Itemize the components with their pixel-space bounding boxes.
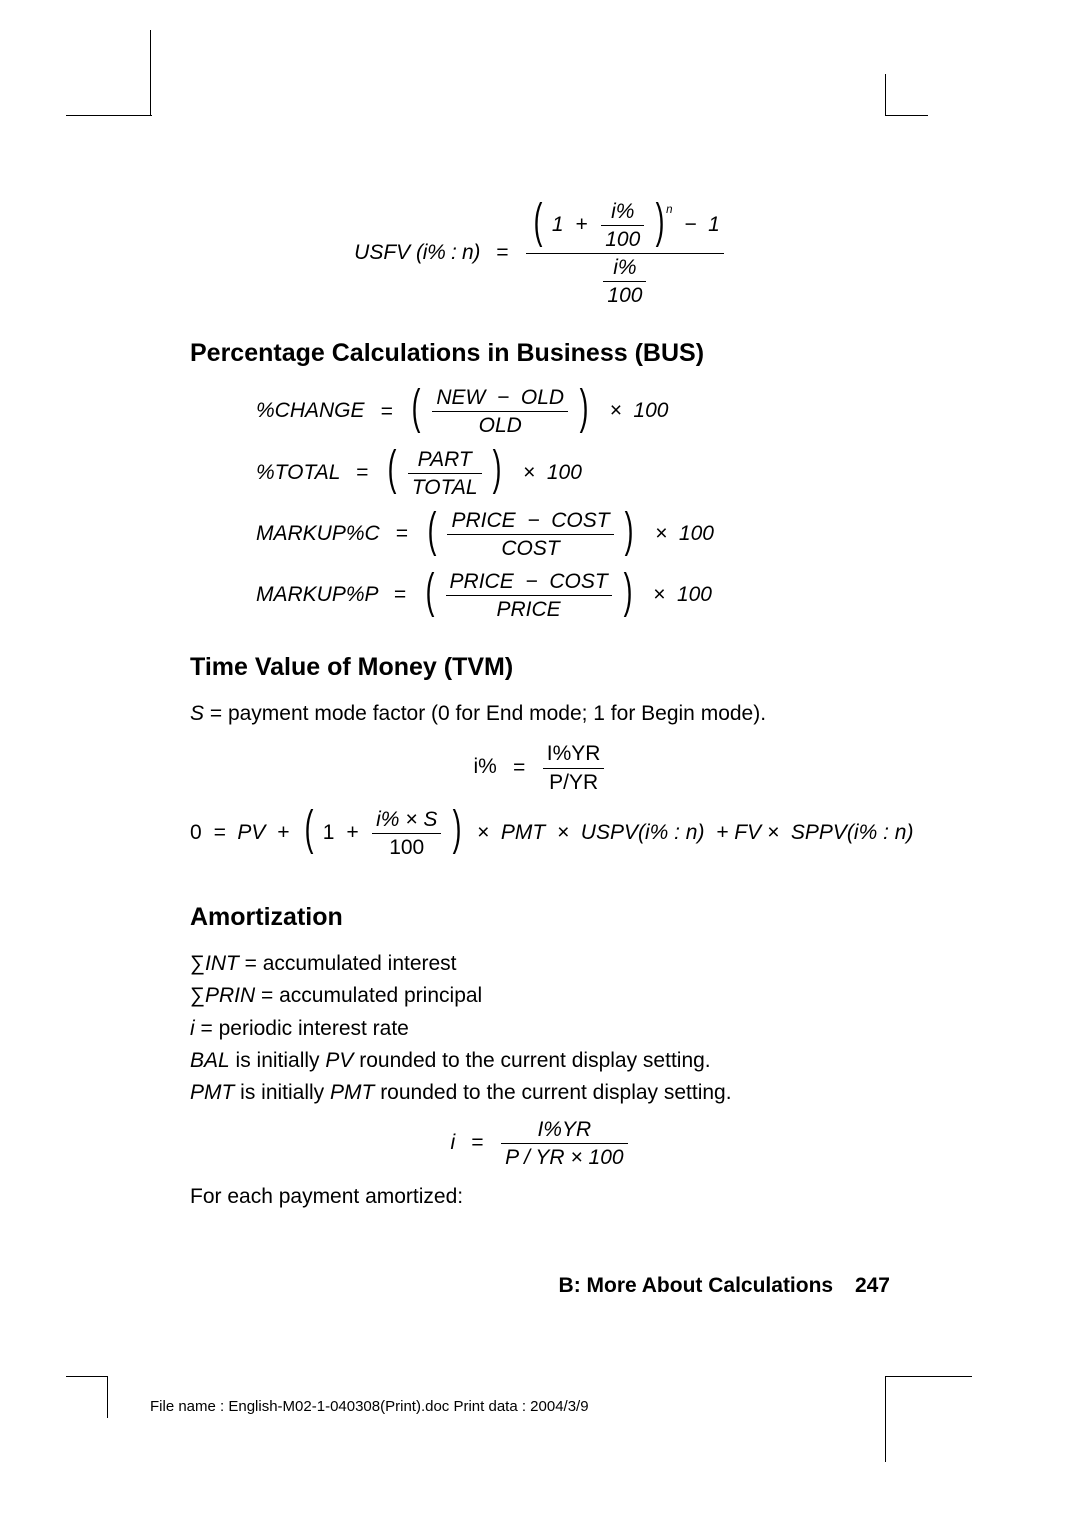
tvm-main-formula: 0 = PV + ( 1 + i% × S 100 ) × PMT × USPV… — [190, 808, 890, 859]
usfv-inner-frac: i% 100 — [601, 200, 644, 251]
plus: + — [569, 213, 593, 236]
usfv-arg: (i% : n) — [416, 241, 480, 264]
file-metadata-line: File name : English-M02-1-040308(Print).… — [150, 1398, 589, 1415]
amort-line-pmt: PMT is initially PMT rounded to the curr… — [190, 1079, 890, 1107]
crop-mark — [885, 74, 886, 116]
bus-formulas: %CHANGE = ( NEW − OLD OLD ) × 100 %TOTAL… — [256, 386, 890, 621]
equals: = — [496, 241, 508, 264]
amort-foreach: For each payment amortized: — [190, 1183, 890, 1211]
crop-mark — [885, 1376, 886, 1462]
usfv-exp: n — [666, 204, 672, 216]
usfv-one: 1 — [552, 213, 564, 236]
footer-page: 247 — [855, 1274, 890, 1297]
usfv-den-frac: i% 100 — [603, 256, 646, 307]
usfv-label: USFV — [354, 241, 410, 264]
ipct-formula: i% = I%YR P/YR — [190, 742, 890, 793]
crop-mark — [886, 115, 928, 116]
usfv-outer-frac: ( 1 + i% 100 )n − 1 i% 100 — [526, 200, 724, 307]
page-footer: B: More About Calculations 247 — [190, 1274, 890, 1298]
s-description: S = payment mode factor (0 for End mode;… — [190, 700, 890, 728]
section-tvm-heading: Time Value of Money (TVM) — [190, 653, 890, 682]
crop-mark — [886, 1376, 972, 1377]
crop-mark — [66, 1376, 108, 1377]
markup-p-formula: MARKUP%P = ( PRICE − COST PRICE ) × 100 — [256, 570, 890, 621]
amort-line-int: ∑INT = accumulated interest — [190, 950, 890, 978]
markup-c-formula: MARKUP%C = ( PRICE − COST COST ) × 100 — [256, 509, 890, 560]
page-body: USFV (i% : n) = ( 1 + i% 100 )n − 1 i% 1… — [190, 200, 890, 1215]
crop-mark — [150, 30, 151, 116]
footer-label: B: More About Calculations — [559, 1274, 834, 1297]
pct-total-formula: %TOTAL = ( PART TOTAL ) × 100 — [256, 448, 890, 499]
pct-change-formula: %CHANGE = ( NEW − OLD OLD ) × 100 — [256, 386, 890, 437]
amort-line-i: i = periodic interest rate — [190, 1015, 890, 1043]
amort-line-bal: BAL is initially PV rounded to the curre… — [190, 1047, 890, 1075]
paren-right: ) — [656, 205, 665, 239]
crop-mark — [107, 1376, 108, 1418]
crop-mark — [66, 115, 152, 116]
section-bus-heading: Percentage Calculations in Business (BUS… — [190, 339, 890, 368]
usfv-minus-one: 1 — [708, 213, 720, 236]
usfv-formula: USFV (i% : n) = ( 1 + i% 100 )n − 1 i% 1… — [190, 200, 890, 307]
minus: − — [678, 213, 702, 236]
section-amort-heading: Amortization — [190, 903, 890, 932]
amort-line-prin: ∑PRIN = accumulated principal — [190, 982, 890, 1010]
amort-i-formula: i = I%YR P / YR × 100 — [190, 1118, 890, 1169]
paren-left: ( — [534, 205, 543, 239]
